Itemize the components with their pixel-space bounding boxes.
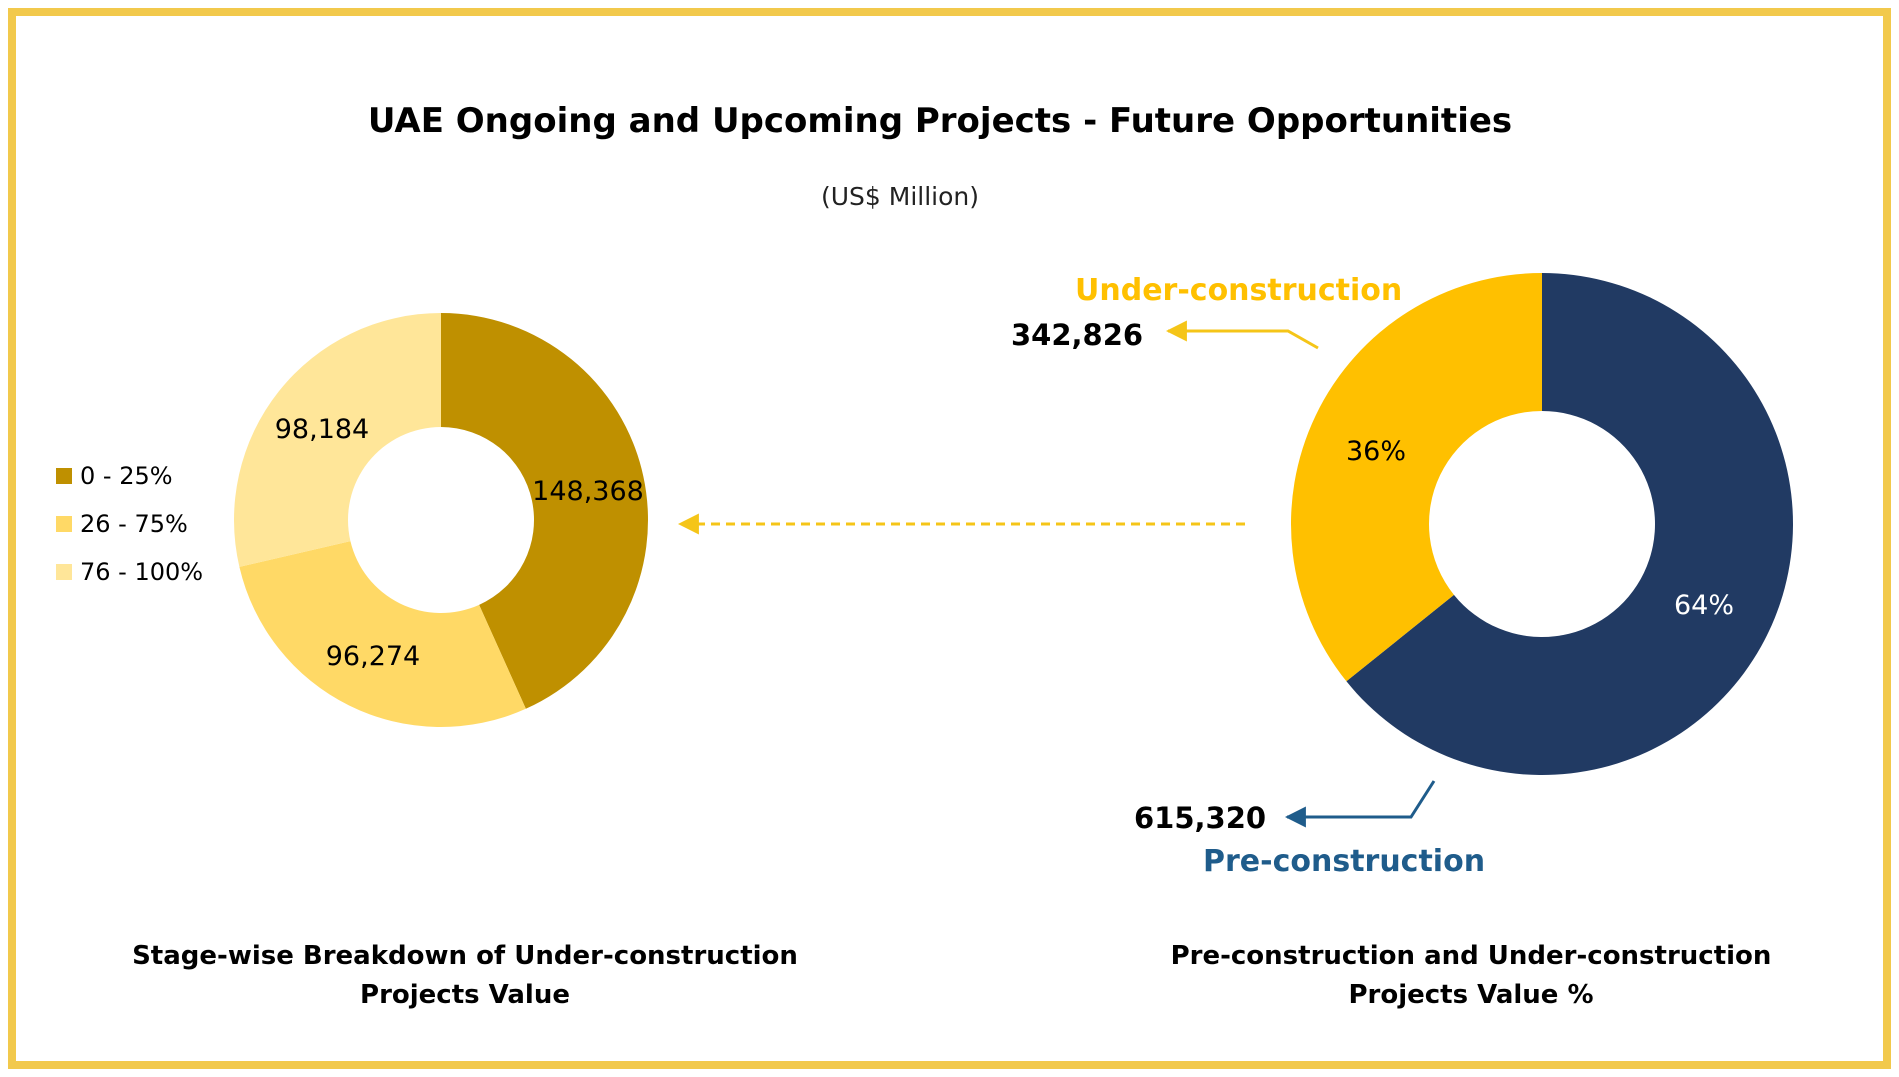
chart-subtitle: (US$ Million) [821, 182, 979, 211]
data-label-76-100: 98,184 [275, 414, 369, 445]
callout-name-pre-construction: Pre-construction [1203, 844, 1485, 879]
stage-slice-26-75 [239, 541, 526, 727]
stage-breakdown-donut [233, 313, 648, 727]
stage-legend: 0 - 25% 26 - 75% 76 - 100% [56, 462, 203, 586]
data-label-26-75: 96,274 [326, 641, 420, 672]
legend-label-76-100: 76 - 100% [80, 558, 203, 586]
legend-swatch-26-75 [56, 516, 72, 532]
percent-label-pre-construction: 64% [1674, 590, 1734, 621]
stage-slice-76-100 [233, 313, 441, 567]
callout-arrow-under-construction [1165, 320, 1319, 350]
left-chart-caption-line2: Projects Value [360, 980, 570, 1010]
legend-label-26-75: 26 - 75% [80, 510, 188, 538]
callout-arrow-pre-construction [1284, 780, 1436, 828]
status-slice-under-construction [1291, 273, 1542, 682]
data-label-0-25: 148,368 [532, 476, 644, 507]
construction-status-donut [1291, 273, 1794, 776]
left-chart-caption-line1: Stage-wise Breakdown of Under-constructi… [132, 941, 798, 971]
legend-swatch-0-25 [56, 468, 72, 484]
legend-label-0-25: 0 - 25% [80, 462, 173, 490]
chart-title: UAE Ongoing and Upcoming Projects - Futu… [368, 101, 1512, 141]
right-chart-caption-line2: Projects Value % [1348, 980, 1593, 1010]
legend-swatch-76-100 [56, 564, 72, 580]
stage-slice-0-25 [441, 313, 648, 709]
callout-value-under-construction: 342,826 [1011, 318, 1143, 352]
callout-name-under-construction: Under-construction [1075, 273, 1402, 308]
callout-value-pre-construction: 615,320 [1134, 801, 1266, 835]
outer-border [8, 8, 1891, 1069]
percent-label-under-construction: 36% [1346, 436, 1406, 467]
status-slice-pre-construction [1346, 273, 1794, 776]
right-chart-caption-line1: Pre-construction and Under-construction [1171, 941, 1772, 971]
